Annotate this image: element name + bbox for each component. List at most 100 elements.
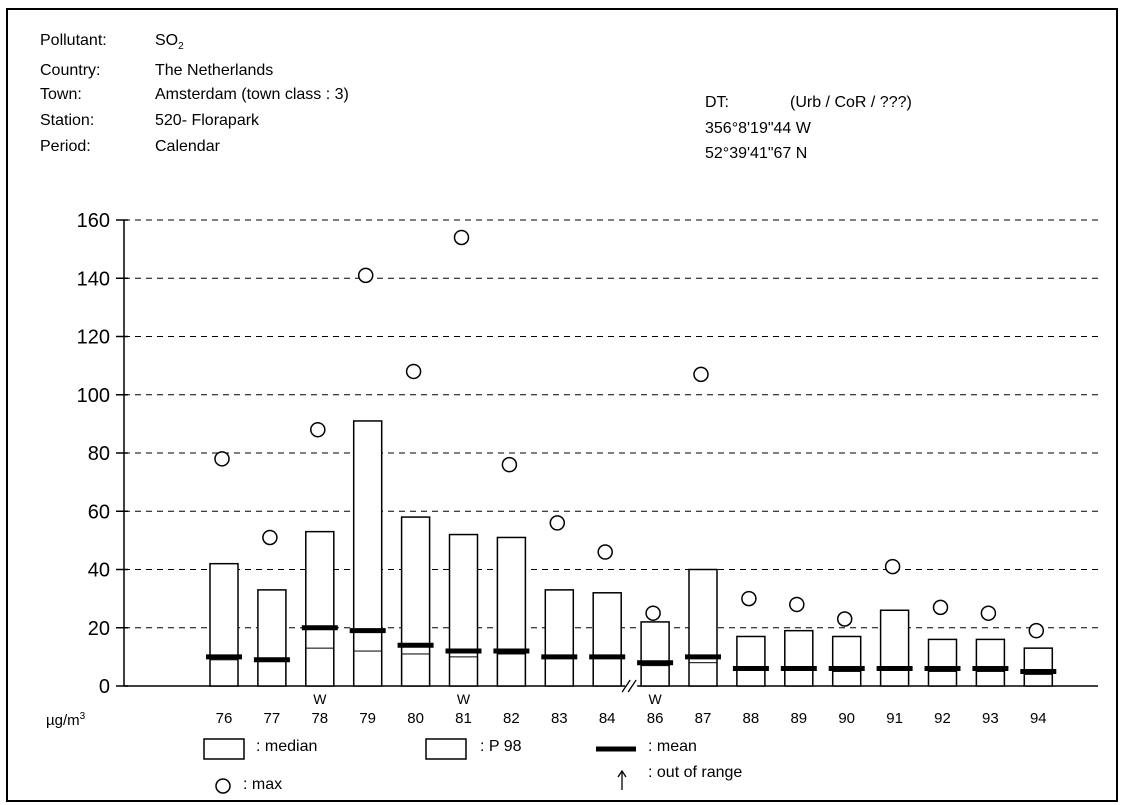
- x-tick-label: 76: [216, 710, 233, 727]
- meta-label: Pollutant:: [40, 32, 107, 49]
- y-tick-label: 80: [88, 443, 110, 465]
- median-bar: [928, 670, 957, 687]
- latitude: 52°39'41"67 N: [705, 145, 808, 162]
- p98-bar: [688, 568, 718, 687]
- x-tick-label: 83: [551, 710, 568, 727]
- p98-bar: [448, 533, 479, 687]
- max-marker: [501, 456, 518, 473]
- p98-bar: [1023, 647, 1054, 687]
- max-marker: [549, 515, 566, 531]
- median-bar: [832, 670, 862, 687]
- p98-bar: [496, 536, 527, 687]
- w-flag-label: W: [313, 691, 327, 707]
- max-marker: [693, 366, 709, 383]
- axis-break-mark: [627, 679, 637, 693]
- x-tick-label: 94: [1030, 710, 1047, 727]
- bars: [206, 229, 1057, 687]
- meta-label: Country:: [40, 62, 101, 79]
- legend-out-of-range-label: : out of range: [648, 764, 743, 781]
- y-tick-label: 0: [99, 676, 110, 698]
- meta-label: Town:: [40, 86, 82, 103]
- legend-median-label: : median: [256, 738, 318, 755]
- dt-label: DT:: [705, 94, 729, 111]
- longitude: 356°8'19"44 W: [705, 120, 811, 137]
- x-tick-label: 93: [982, 710, 999, 727]
- max-marker: [214, 451, 230, 467]
- max-marker: [405, 363, 422, 380]
- x-tick-label: 86: [647, 710, 664, 727]
- p98-bar: [736, 635, 766, 687]
- x-tick-label: 78: [311, 710, 328, 727]
- median-bar: [1023, 673, 1053, 687]
- median-bar: [496, 653, 526, 687]
- x-tick-label: 82: [503, 710, 520, 727]
- grid-lines: [124, 219, 1098, 629]
- p98-bar: [305, 530, 335, 687]
- x-tick-label: 89: [790, 710, 807, 727]
- max-marker: [1028, 622, 1045, 639]
- median-bar: [353, 650, 383, 687]
- max-marker: [597, 544, 613, 560]
- p98-bar: [975, 638, 1006, 687]
- pollutant-subscript: 2: [178, 41, 184, 52]
- p98-bar: [352, 420, 383, 687]
- p98-bar: [209, 562, 239, 687]
- unit-label: µg/m3: [46, 711, 86, 729]
- y-tick-label: 40: [88, 560, 110, 582]
- x-tick-label: 80: [407, 710, 424, 727]
- median-bar: [209, 659, 239, 687]
- max-marker: [884, 558, 901, 575]
- median-bar: [688, 662, 718, 687]
- y-tick-label: 140: [77, 268, 110, 290]
- max-marker: [980, 605, 997, 621]
- pollutant-name: SO: [155, 32, 179, 49]
- x-tick-label: 77: [264, 710, 281, 727]
- y-tick-label: 100: [77, 385, 110, 407]
- p98-bar: [592, 592, 622, 687]
- meta-value: SO2: [155, 30, 184, 53]
- x-tick-label: 79: [359, 710, 376, 727]
- p98-bar: [927, 638, 958, 687]
- max-marker: [357, 267, 374, 284]
- max-marker: [741, 590, 757, 607]
- p98-bar: [879, 609, 910, 687]
- legend-mean-label: : mean: [648, 738, 697, 755]
- max-marker: [453, 229, 470, 246]
- max-marker: [789, 596, 805, 613]
- w-flag-label: W: [457, 691, 471, 707]
- x-tick-label: 88: [743, 710, 760, 727]
- x-tick-label: 92: [934, 710, 951, 727]
- unit-superscript: 3: [79, 711, 86, 722]
- max-marker: [262, 529, 278, 546]
- legend-p98-label: : P 98: [480, 738, 522, 755]
- y-tick-label: 20: [88, 618, 110, 640]
- meta-value: Amsterdam (town class : 3): [155, 86, 349, 103]
- x-tick-label: 84: [599, 710, 616, 727]
- p98-bar: [544, 589, 575, 687]
- median-bar: [449, 656, 478, 687]
- y-tick-label: 160: [77, 210, 110, 232]
- x-tick-label: 91: [886, 710, 903, 727]
- x-tick-label: 87: [695, 710, 712, 727]
- median-bar: [401, 653, 431, 687]
- unit-text: µg/m: [46, 712, 80, 729]
- y-tick-label: 120: [77, 327, 110, 349]
- p98-bar: [640, 621, 670, 687]
- p98-bar: [831, 635, 862, 687]
- max-marker: [310, 421, 326, 438]
- max-marker: [645, 605, 661, 621]
- median-bar: [640, 665, 670, 687]
- p98-bar: [784, 629, 814, 687]
- x-tick-label: 81: [455, 710, 472, 727]
- y-tick-label: 60: [88, 501, 110, 523]
- x-tick-label: 90: [838, 710, 855, 727]
- dt-value: (Urb / CoR / ???): [790, 94, 912, 111]
- max-marker: [836, 611, 853, 627]
- p98-bar: [400, 516, 431, 687]
- meta-label: Station:: [40, 112, 95, 129]
- axis-break-mark: [621, 679, 631, 693]
- w-flag-label: W: [648, 691, 662, 707]
- meta-label: Period:: [40, 138, 91, 155]
- tick-labels: 0 20 40 60 80 100 120 140 160 76 77 78 W 79 80 81 W 82 83 8…: [77, 210, 1047, 727]
- legend-max-label: : max: [243, 776, 283, 793]
